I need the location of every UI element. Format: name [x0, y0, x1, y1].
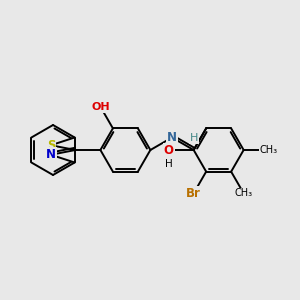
- Text: N: N: [167, 131, 177, 144]
- Text: O: O: [164, 143, 174, 157]
- Text: H: H: [165, 159, 172, 169]
- Text: S: S: [46, 139, 55, 152]
- Text: N: N: [46, 148, 56, 161]
- Text: CH₃: CH₃: [260, 145, 278, 155]
- Text: Br: Br: [186, 187, 201, 200]
- Text: H: H: [190, 133, 198, 143]
- Text: CH₃: CH₃: [235, 188, 253, 198]
- Text: OH: OH: [91, 102, 110, 112]
